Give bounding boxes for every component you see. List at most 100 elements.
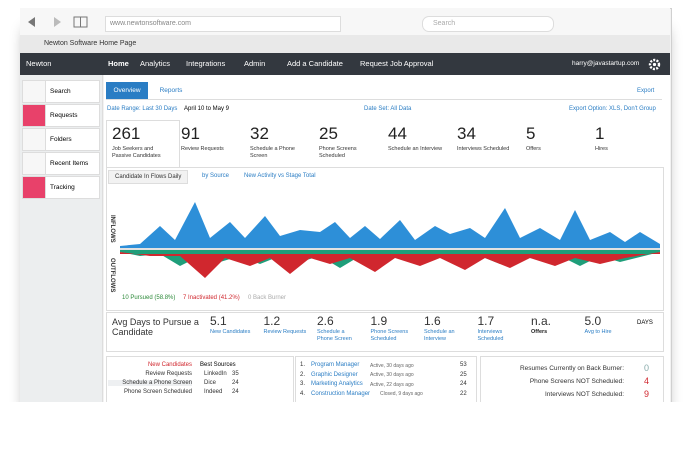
job-status: Active, 30 days ago	[370, 362, 414, 369]
legend-item: 0 Back Burner	[248, 295, 287, 301]
sidebar-label: Tracking	[50, 184, 75, 191]
sidebar-icon	[23, 105, 46, 126]
search-box[interactable]: Search	[422, 16, 554, 32]
alerts-panel	[480, 356, 664, 404]
avg-label[interactable]: Avg to Hire	[584, 329, 612, 335]
chart-tab[interactable]: New Activity vs Stage Total	[244, 173, 316, 179]
job-rank: 4.	[300, 390, 306, 397]
settings-icon[interactable]	[648, 58, 661, 71]
job-title[interactable]: Graphic Designer	[311, 371, 358, 378]
stat-value[interactable]: 91	[181, 124, 200, 143]
stage-item[interactable]: Schedule a Phone Screen	[108, 380, 192, 386]
sidebar-label: Requests	[50, 112, 78, 119]
nav-item[interactable]: Add a Candidate	[287, 59, 343, 68]
avg-value: 5.1	[210, 314, 227, 328]
sidebar-label: Search	[50, 88, 71, 95]
job-count: 25	[460, 371, 467, 378]
stat-label[interactable]: Review Requests	[181, 146, 224, 152]
chart-tab[interactable]: Candidate In Flows Daily	[108, 170, 189, 184]
source-name: Indeed	[204, 389, 223, 395]
stat-value[interactable]: 32	[250, 124, 269, 143]
stat-value[interactable]: 5	[526, 124, 536, 143]
sidebar-icon	[23, 81, 46, 102]
stat-value[interactable]: 34	[457, 124, 476, 143]
sidebar-icon	[23, 153, 46, 174]
outflow-red	[120, 252, 660, 278]
nav-item[interactable]: Admin	[244, 59, 266, 68]
stat-label[interactable]: Schedule a Phone Screen	[250, 146, 295, 159]
job-count: 53	[460, 362, 467, 368]
brand[interactable]: Newton	[26, 59, 52, 68]
stage-item[interactable]: Phone Screen Scheduled	[123, 389, 192, 395]
source-name: LinkedIn	[204, 371, 227, 377]
sidebar-item[interactable]: Search	[22, 80, 100, 103]
alert-value[interactable]: 4	[644, 376, 650, 386]
tab[interactable]: Reports	[159, 87, 183, 94]
avg-label[interactable]: Schedule an Interview	[424, 329, 455, 342]
inflow-area	[120, 202, 660, 248]
sidebar-item[interactable]: Folders	[22, 128, 100, 151]
source-name: Dice	[204, 380, 217, 386]
browser-tab[interactable]: Newton Software Home Page	[20, 35, 670, 53]
sidebar-item[interactable]: Recent Items	[22, 152, 100, 175]
sidebar-item[interactable]: Requests	[22, 104, 100, 127]
sidebar-icon	[23, 129, 46, 150]
source-count: 35	[232, 371, 239, 377]
user-email[interactable]: harry@javastartup.com	[572, 60, 640, 67]
inflows-label: INFLOWS	[109, 215, 115, 243]
nav-item[interactable]: Integrations	[186, 59, 226, 68]
url-bar[interactable]: www.newtonsoftware.com	[105, 16, 341, 32]
stat-value[interactable]: 44	[388, 124, 407, 143]
avg-label: Offers	[531, 329, 548, 335]
stat-value[interactable]: 25	[319, 124, 338, 143]
job-rank: 1.	[300, 362, 306, 368]
sidebar-item[interactable]: Tracking	[22, 176, 100, 199]
stage-item[interactable]: New Candidates	[147, 362, 192, 368]
stage-item[interactable]: Review Requests	[145, 371, 192, 377]
stat-label[interactable]: Offers	[526, 146, 541, 152]
avg-label[interactable]: Phone Screens Scheduled	[370, 329, 409, 342]
avg-value: 2.6	[317, 314, 334, 328]
alert-value[interactable]: 0	[644, 363, 650, 373]
avg-value: n.a.	[531, 314, 552, 328]
avg-label[interactable]: Review Requests	[263, 329, 307, 335]
page-bottom	[0, 402, 695, 450]
avg-value: 1.6	[424, 314, 441, 328]
avg-value: 5.0	[584, 314, 602, 328]
job-status: Active, 22 days ago	[370, 381, 414, 388]
job-title[interactable]: Program Manager	[311, 362, 360, 368]
avg-label[interactable]: Schedule a Phone Screen	[317, 329, 352, 342]
source-count: 24	[232, 389, 239, 395]
alert-value[interactable]: 9	[644, 389, 650, 399]
job-count: 22	[460, 390, 467, 397]
stat-label[interactable]: Schedule an Interview	[388, 146, 443, 152]
export-option[interactable]: Export Option: XLS, Don't Group	[569, 106, 656, 112]
date-set[interactable]: Date Set: All Data	[364, 106, 412, 112]
stat-label[interactable]: Phone Screens Scheduled	[319, 146, 357, 159]
job-title[interactable]: Construction Manager	[311, 390, 371, 397]
nav-item[interactable]: Request Job Approval	[360, 59, 434, 68]
job-count: 24	[460, 381, 467, 387]
date-range[interactable]: Date Range: Last 30 Days	[107, 106, 178, 112]
active-stat	[106, 120, 180, 169]
tab[interactable]: Overview	[106, 82, 148, 99]
alert-label: Interviews NOT Scheduled:	[545, 391, 624, 398]
avg-label[interactable]: Interviews Scheduled	[477, 329, 504, 342]
stat-label[interactable]: Job Seekers and Passive Candidates	[112, 146, 161, 159]
browser-buttons[interactable]	[24, 14, 94, 30]
chart-tab[interactable]: by Source	[202, 173, 230, 179]
avg-value: 1.7	[477, 314, 495, 328]
stat-value[interactable]: 1	[595, 124, 605, 143]
alert-label: Resumes Currently on Back Burner:	[519, 365, 624, 372]
days-unit: DAYS	[637, 320, 653, 326]
stat-label[interactable]: Interviews Scheduled	[457, 146, 510, 152]
avg-label[interactable]: New Candidates	[210, 329, 251, 335]
stat-label[interactable]: Hires	[595, 146, 608, 152]
nav-item[interactable]: Home	[108, 59, 129, 68]
stat-value[interactable]: 261	[112, 124, 141, 143]
avg-value: 1.9	[370, 314, 388, 328]
nav-item[interactable]: Analytics	[140, 59, 171, 68]
export-link[interactable]: Export	[637, 88, 655, 94]
job-title[interactable]: Marketing Analytics	[311, 381, 363, 387]
sidebar-label: Folders	[50, 136, 72, 143]
